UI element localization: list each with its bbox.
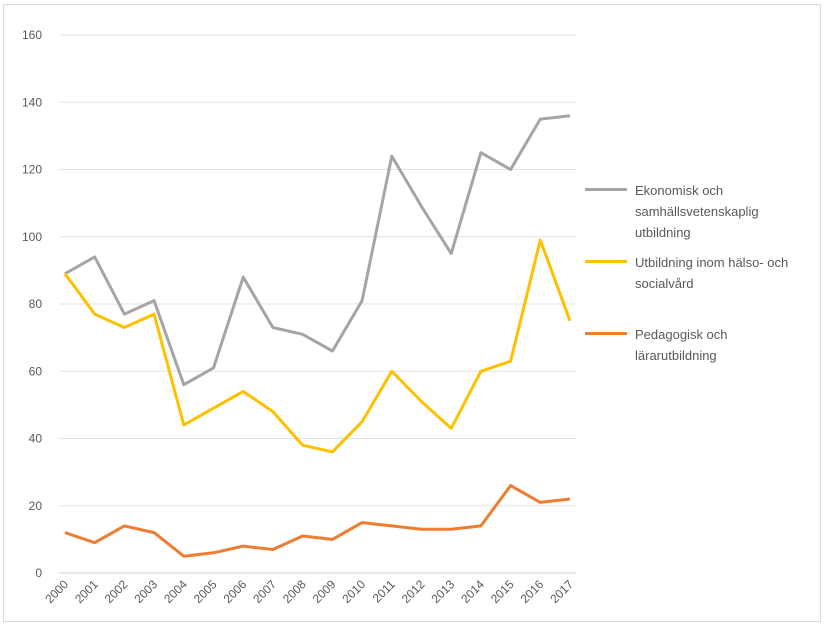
x-tick-label: 2002 xyxy=(102,577,131,606)
x-tick-label: 2001 xyxy=(72,577,101,606)
y-tick-label: 60 xyxy=(29,364,43,378)
series-line-2 xyxy=(64,484,571,558)
y-tick-label: 40 xyxy=(29,432,43,446)
y-tick-label: 20 xyxy=(29,499,43,513)
gridlines xyxy=(59,34,576,574)
y-tick-label: 100 xyxy=(22,230,42,244)
legend-swatch-ekonomisk xyxy=(585,188,627,191)
legend-label-ekonomisk: Ekonomisk och samhällsvetenskaplig utbil… xyxy=(635,183,759,240)
y-tick-label: 120 xyxy=(22,163,42,177)
legend-swatch-pedagogisk xyxy=(585,332,627,335)
x-tick-label: 2007 xyxy=(250,577,279,606)
series-lines xyxy=(63,114,572,558)
x-tick-label: 2004 xyxy=(161,577,190,606)
series-line-1 xyxy=(63,238,572,454)
chart-frame xyxy=(3,4,821,622)
legend-label-halso: Utbildning inom hälso- och socialvård xyxy=(635,255,789,291)
x-tick-label: 2006 xyxy=(221,577,250,606)
x-tick-label: 2015 xyxy=(488,577,517,606)
x-tick-label: 2017 xyxy=(547,577,576,606)
y-tick-label: 0 xyxy=(35,566,42,580)
x-tick-label: 2009 xyxy=(310,577,339,606)
legend-item-pedagogisk: Pedagogisk och lärarutbildning xyxy=(585,324,815,384)
y-tick-label: 160 xyxy=(22,28,42,42)
x-tick-label: 2014 xyxy=(458,577,487,606)
x-tick-label: 2011 xyxy=(370,577,398,605)
x-tick-label: 2010 xyxy=(339,577,368,606)
legend-item-halso: Utbildning inom hälso- och socialvård xyxy=(585,252,815,312)
x-tick-label: 2008 xyxy=(280,577,309,606)
legend-swatch-halso xyxy=(585,260,627,263)
x-tick-label: 2016 xyxy=(518,577,547,606)
x-tick-label: 2005 xyxy=(191,577,220,606)
x-tick-label: 2013 xyxy=(429,577,458,606)
x-tick-label: 2000 xyxy=(42,577,71,606)
y-tick-label: 140 xyxy=(22,95,42,109)
series-line-0 xyxy=(64,114,571,387)
legend-label-pedagogisk: Pedagogisk och lärarutbildning xyxy=(635,327,728,363)
x-axis-ticks: 2000 2001 2002 2003 2004 2005 2006 2007 2008 2009… xyxy=(42,577,576,606)
legend-item-ekonomisk: Ekonomisk och samhällsvetenskaplig utbil… xyxy=(585,180,815,240)
y-tick-label: 80 xyxy=(29,297,43,311)
x-tick-label: 2003 xyxy=(131,577,160,606)
legend: Ekonomisk och samhällsvetenskaplig utbil… xyxy=(585,180,815,396)
x-tick-label: 2012 xyxy=(399,577,428,606)
y-axis-ticks: 0 20 40 60 80 100 120 140 160 xyxy=(22,28,42,580)
